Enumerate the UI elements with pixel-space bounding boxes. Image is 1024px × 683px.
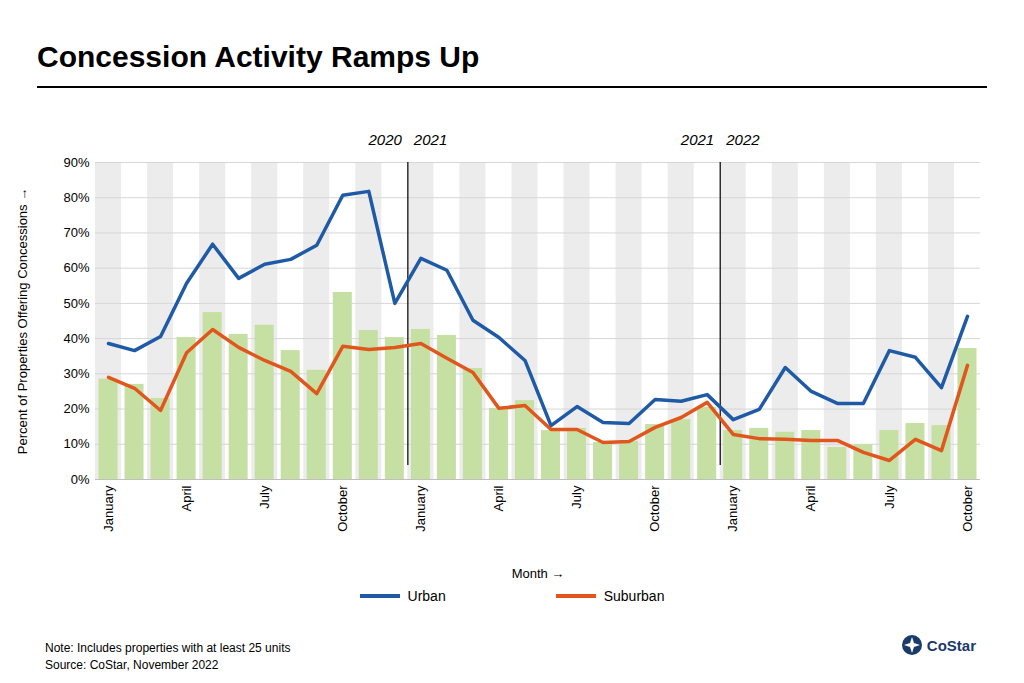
svg-text:July: July <box>569 485 584 509</box>
svg-text:40%: 40% <box>63 331 89 346</box>
svg-text:60%: 60% <box>63 260 89 275</box>
svg-text:30%: 30% <box>63 366 89 381</box>
svg-text:50%: 50% <box>63 296 89 311</box>
svg-text:July: July <box>257 485 272 509</box>
svg-text:January: January <box>725 485 740 532</box>
svg-text:April: April <box>179 485 194 511</box>
svg-text:January: January <box>413 485 428 532</box>
svg-text:July: July <box>882 485 897 509</box>
svg-text:2020: 2020 <box>367 131 402 148</box>
svg-text:Percent of Properties Offering: Percent of Properties Offering Concessio… <box>15 188 30 454</box>
svg-text:January: January <box>101 485 116 532</box>
html-text:Concession Activity Ramps Up: Concession Activity Ramps Up <box>37 40 480 73</box>
svg-text:April: April <box>803 485 818 511</box>
svg-text:20%: 20% <box>63 401 89 416</box>
svg-text:90%: 90% <box>63 155 89 170</box>
svg-text:0%: 0% <box>71 472 90 487</box>
svg-text:70%: 70% <box>63 225 89 240</box>
svg-text:80%: 80% <box>63 190 89 205</box>
html-text:Source: CoStar, November 2022: Source: CoStar, November 2022 <box>45 658 219 672</box>
html-text:CoStar: CoStar <box>926 636 976 654</box>
svg-text:October: October <box>960 485 975 532</box>
html-text:Note: Includes properties with: Note: Includes properties with at least … <box>45 641 291 655</box>
html-text:Suburban: Suburban <box>603 588 665 604</box>
svg-text:2021: 2021 <box>680 131 714 148</box>
svg-text:2021: 2021 <box>413 131 447 148</box>
svg-text:10%: 10% <box>63 436 89 451</box>
svg-text:Month →: Month → <box>512 566 565 581</box>
svg-text:October: October <box>647 485 662 532</box>
svg-text:April: April <box>491 485 506 511</box>
svg-text:October: October <box>335 485 350 532</box>
html-text:Urban: Urban <box>407 588 446 604</box>
svg-text:2022: 2022 <box>725 131 760 148</box>
